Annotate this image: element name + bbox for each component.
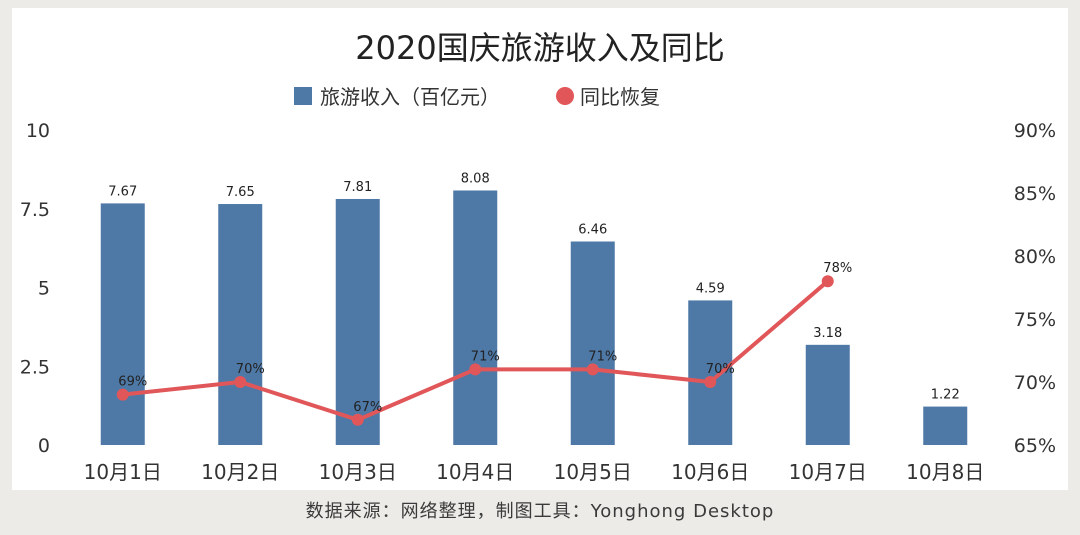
chart-canvas: 2020国庆旅游收入及同比 旅游收入（百亿元） 同比恢复 02.557.510 …	[20, 29, 1056, 484]
right-axis-tick-label: 75%	[1014, 309, 1056, 331]
bar-data-label: 3.18	[813, 326, 842, 341]
yoy-data-label: 69%	[118, 375, 147, 390]
yoy-point	[234, 376, 247, 388]
left-axis: 0 2.5 5 7.5 10	[20, 120, 50, 457]
bar	[453, 190, 498, 445]
yoy-point	[586, 363, 599, 376]
bar-data-label: 4.59	[696, 281, 725, 296]
legend-swatch-revenue	[294, 87, 312, 105]
x-axis-tick-label: 10月6日	[671, 460, 749, 484]
legend: 旅游收入（百亿元） 同比恢复	[294, 85, 660, 109]
yoy-data-label: 70%	[236, 362, 265, 377]
source-footer: 数据来源：网络整理，制图工具：Yonghong Desktop	[305, 501, 775, 522]
bar-data-label: 8.08	[461, 171, 490, 186]
bar-data-label: 7.81	[343, 180, 372, 195]
legend-label-yoy: 同比恢复	[580, 85, 660, 109]
yoy-data-label: 78%	[823, 261, 852, 276]
x-axis: 10月1日 10月2日 10月3日 10月4日 10月5日 10月6日 10月7日 10月8日	[84, 460, 985, 484]
bar-data-label: 1.22	[931, 388, 960, 403]
bar	[335, 198, 380, 445]
bar-data-label: 7.67	[108, 184, 137, 199]
bar-data-labels: 7.67 7.65 7.81 8.08 6.46 4.59 3.18 1.22	[108, 171, 959, 402]
yoy-data-label: 67%	[353, 400, 382, 415]
right-axis-tick-label: 90%	[1014, 120, 1056, 142]
right-axis-tick-label: 70%	[1014, 372, 1056, 394]
yoy-point	[704, 376, 717, 388]
yoy-data-label: 71%	[588, 349, 617, 364]
yoy-point	[116, 388, 129, 401]
right-axis-tick-label: 85%	[1014, 183, 1056, 205]
yoy-data-label: 70%	[706, 362, 735, 377]
x-axis-tick-label: 10月7日	[789, 460, 867, 484]
legend-swatch-yoy	[556, 87, 574, 105]
left-axis-tick-label: 5	[38, 278, 50, 300]
x-axis-tick-label: 10月3日	[319, 460, 397, 484]
bar	[805, 344, 850, 445]
legend-item-yoy[interactable]: 同比恢复	[556, 85, 660, 109]
bar	[100, 203, 145, 445]
yoy-point	[351, 413, 364, 426]
x-axis-tick-label: 10月8日	[906, 460, 984, 484]
legend-item-revenue[interactable]: 旅游收入（百亿元）	[294, 85, 500, 109]
right-axis-tick-label: 65%	[1014, 435, 1056, 457]
x-axis-tick-label: 10月1日	[84, 460, 162, 484]
bar-series	[100, 190, 968, 445]
x-axis-tick-label: 10月2日	[201, 460, 279, 484]
bar	[570, 241, 615, 445]
bar	[218, 204, 263, 445]
chart-frame: 2020国庆旅游收入及同比 旅游收入（百亿元） 同比恢复 0 2.5 5 7.5 10 …	[12, 8, 1068, 490]
yoy-point	[469, 363, 482, 376]
legend-label-revenue: 旅游收入（百亿元）	[320, 85, 500, 109]
line-series	[116, 275, 834, 426]
left-axis-tick-label: 2.5	[20, 356, 50, 378]
left-axis-tick-label: 10	[26, 120, 50, 142]
bar-data-label: 6.46	[578, 223, 607, 238]
left-axis-tick-label: 0	[38, 435, 50, 457]
bar-data-label: 7.65	[226, 185, 255, 200]
left-axis-tick-label: 7.5	[20, 199, 50, 221]
right-axis-tick-label: 80%	[1014, 246, 1056, 268]
x-axis-tick-label: 10月5日	[554, 460, 632, 484]
right-axis: 65% 70% 75% 80% 85% 90%	[1014, 120, 1056, 457]
line-data-labels: 69% 70% 67% 71% 71% 70% 78%	[118, 261, 852, 415]
chart-title: 2020国庆旅游收入及同比	[355, 29, 724, 67]
x-axis-tick-label: 10月4日	[436, 460, 514, 484]
bar	[923, 406, 968, 445]
bar	[688, 300, 733, 445]
yoy-point	[821, 275, 834, 288]
yoy-data-label: 71%	[471, 349, 500, 364]
